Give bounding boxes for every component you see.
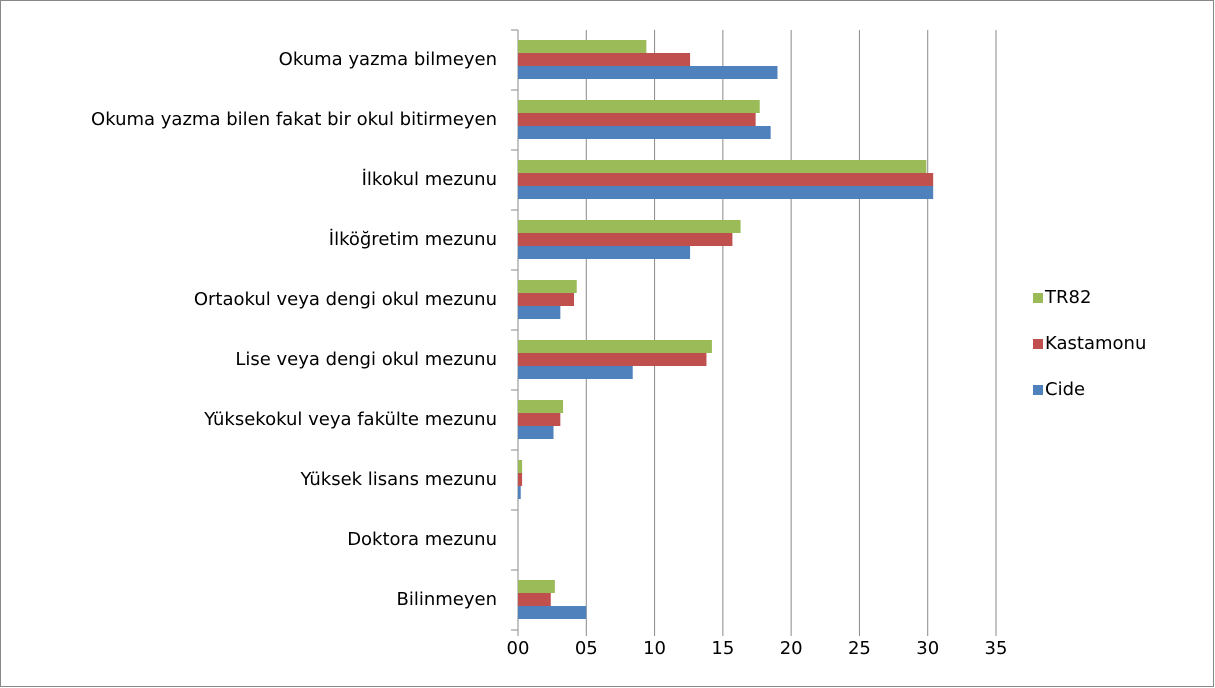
bar	[518, 233, 733, 246]
bar	[518, 400, 564, 413]
bar	[518, 40, 647, 53]
bar	[518, 160, 927, 173]
bar	[518, 306, 561, 319]
bar	[518, 366, 633, 379]
y-tick-label: Okuma yazma bilmeyen	[279, 49, 497, 70]
bar	[518, 353, 707, 366]
bar	[518, 126, 771, 139]
legend-swatch	[1033, 339, 1043, 349]
bar	[518, 113, 756, 126]
bar	[518, 280, 577, 293]
legend-label: Kastamonu	[1045, 333, 1146, 354]
y-tick-label: İlkokul mezunu	[362, 169, 497, 190]
bar	[518, 340, 712, 353]
x-tick-label: 30	[916, 638, 939, 659]
y-tick-label: Doktora mezunu	[347, 529, 497, 550]
bar	[518, 220, 741, 233]
y-tick-label: Ortaokul veya dengi okul mezunu	[194, 289, 497, 310]
y-tick-label: Yüksek lisans mezunu	[299, 469, 497, 490]
x-tick-label: 15	[711, 638, 734, 659]
y-tick-label: İlköğretim mezunu	[329, 229, 497, 250]
legend-label: Cide	[1045, 379, 1085, 400]
bar	[518, 293, 574, 306]
y-tick-label: Yüksekokul veya fakülte mezunu	[203, 409, 497, 430]
x-tick-label: 05	[575, 638, 598, 659]
bar	[518, 593, 551, 606]
bar	[518, 473, 523, 486]
x-tick-label: 00	[507, 638, 530, 659]
x-tick-label: 10	[643, 638, 666, 659]
bar	[518, 580, 555, 593]
bar	[518, 53, 691, 66]
bar	[518, 100, 760, 113]
bar	[518, 426, 554, 439]
bar	[518, 460, 523, 473]
legend-swatch	[1033, 293, 1043, 303]
x-tick-label: 20	[780, 638, 803, 659]
y-tick-label: Okuma yazma bilen fakat bir okul bitirme…	[91, 109, 497, 130]
bar	[518, 606, 587, 619]
y-tick-label: Bilinmeyen	[396, 589, 497, 610]
bar	[518, 413, 561, 426]
legend-swatch	[1033, 385, 1043, 395]
bar	[518, 186, 934, 199]
bar	[518, 173, 934, 186]
bar	[518, 246, 691, 259]
x-tick-label: 25	[848, 638, 871, 659]
legend-label: TR82	[1044, 287, 1091, 308]
bar	[518, 66, 778, 79]
x-tick-label: 35	[985, 638, 1008, 659]
y-tick-label: Lise veya dengi okul mezunu	[235, 349, 497, 370]
bar	[518, 486, 521, 499]
